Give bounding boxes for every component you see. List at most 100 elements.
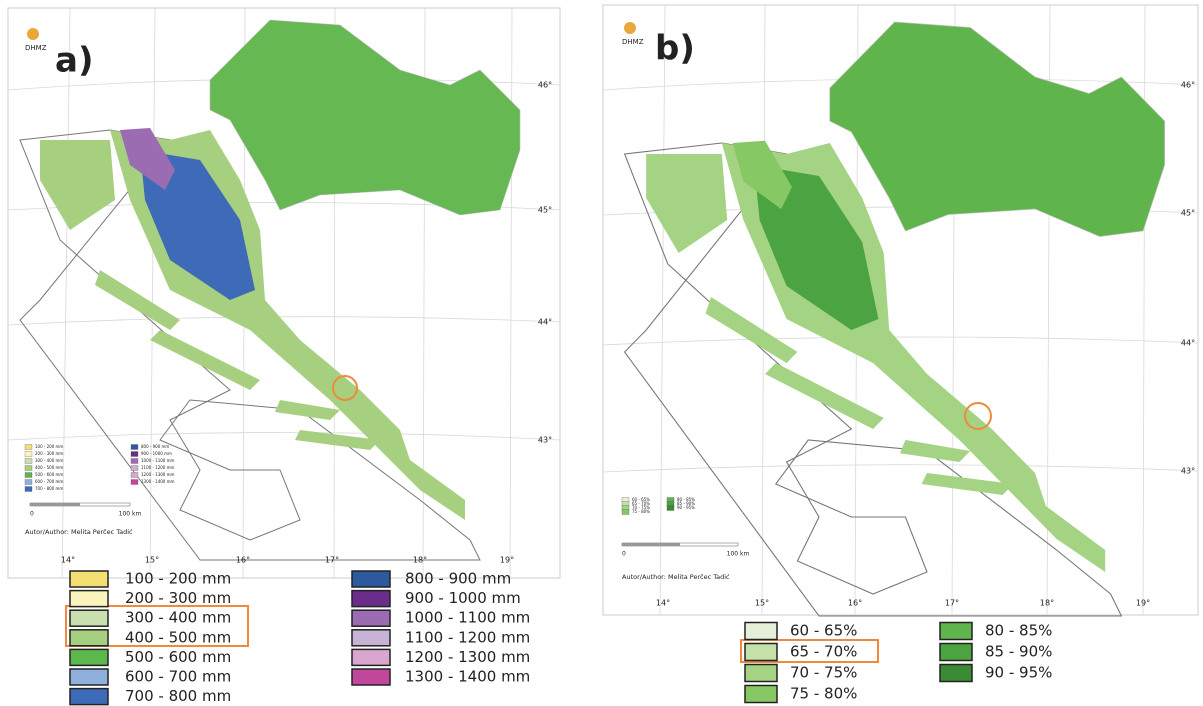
latitude-label: 44°: [1181, 339, 1195, 348]
latitude-label: 46°: [1181, 81, 1195, 90]
legend-swatch: [744, 684, 778, 704]
mini-legend-swatch: [130, 444, 139, 450]
author: Autor/Author: Melita Perčec Tadić: [25, 528, 133, 536]
legend-label: 1200 - 1300 mm: [405, 648, 530, 666]
legend-swatch: [69, 648, 109, 667]
scale-label: 100 km: [727, 551, 750, 558]
mini-legend-label: 800 - 900 mm: [141, 444, 169, 449]
logo-icon: [27, 28, 39, 40]
mini-legend-swatch: [666, 505, 675, 511]
legend-label: 75 - 80%: [790, 685, 857, 703]
legend-swatch: [69, 668, 109, 686]
mini-legend-swatch: [130, 451, 139, 457]
mini-legend-swatch: [24, 479, 33, 485]
legend-label: 80 - 85%: [985, 622, 1052, 640]
longitude-label: 15°: [145, 556, 159, 565]
legend-swatch: [939, 642, 973, 662]
legend-swatch: [69, 609, 109, 627]
scale-label: 0: [30, 511, 34, 518]
legend-swatch: [744, 642, 778, 662]
mini-legend-swatch: [24, 486, 33, 492]
panel-a: a) DHMZ 46° 45° 44° 43° 14° 15° 16° 17° 18° 19° 0 100…: [7, 7, 561, 706]
latitude-label: 45°: [538, 206, 552, 215]
author: Autor/Author: Melita Perčec Tadić: [622, 573, 730, 581]
scale-bar-fill: [622, 543, 680, 546]
mini-legend-label: 90 - 95%: [677, 505, 695, 510]
mini-legend-label: 70 - 75%: [632, 505, 650, 510]
logo-text: DHMZ: [25, 44, 47, 52]
longitude-label: 18°: [1040, 599, 1054, 608]
mini-legend-label: 900 - 1000 mm: [141, 451, 172, 456]
mini-legend-label: 300 - 400 mm: [35, 458, 63, 463]
latitude-label: 43°: [538, 436, 552, 445]
legend-swatch: [351, 648, 391, 667]
longitude-label: 17°: [325, 556, 339, 565]
mini-legend-label: 80 - 85%: [677, 497, 695, 502]
longitude-label: 19°: [1136, 599, 1150, 608]
mini-legend-label: 1100 - 1200 mm: [141, 465, 175, 470]
latitude-label: 46°: [538, 81, 552, 90]
longitude-label: 15°: [755, 599, 769, 608]
panel-label: a): [55, 41, 93, 81]
mini-legend-swatch: [24, 451, 33, 457]
legend-label: 800 - 900 mm: [405, 570, 511, 588]
legend-swatch: [69, 589, 109, 608]
mini-legend-label: 700 - 800 mm: [35, 486, 63, 491]
mini-legend-swatch: [24, 458, 33, 464]
mini-legend-swatch: [130, 479, 139, 485]
highlight-box: [740, 639, 879, 663]
scale-label: 0: [622, 551, 626, 558]
legend-label: 100 - 200 mm: [125, 570, 231, 588]
legend-label: 1300 - 1400 mm: [405, 668, 530, 686]
longitude-label: 19°: [500, 556, 514, 565]
legend-swatch: [351, 609, 391, 627]
mini-legend-label: 1000 - 1100 mm: [141, 458, 175, 463]
highlight-circle: [332, 375, 358, 401]
panel-label: b): [655, 29, 695, 69]
legend-swatch: [69, 570, 109, 588]
scale-label: 100 km: [119, 511, 142, 518]
longitude-label: 16°: [848, 599, 862, 608]
mini-legend-label: 65 - 70%: [632, 501, 650, 506]
legend-label: 400 - 500 mm: [125, 628, 231, 646]
latitude-label: 43°: [1181, 467, 1195, 476]
legend-swatch: [939, 621, 973, 641]
longitude-label: 16°: [236, 556, 250, 565]
mini-legend-label: 500 - 600 mm: [35, 472, 63, 477]
panel-b: b) DHMZ 46° 45° 44° 43° 14° 15° 16° 17° 18° 19° 0 100…: [602, 4, 1199, 704]
mini-legend-label: 1300 - 1400 mm: [141, 479, 175, 484]
legend-label: 700 - 800 mm: [125, 687, 231, 705]
mini-legend-label: 1200 - 1300 mm: [141, 472, 175, 477]
mini-legend-label: 60 - 65%: [632, 497, 650, 502]
legend-label: 1000 - 1100 mm: [405, 609, 530, 627]
legend-label: 300 - 400 mm: [125, 609, 231, 627]
legend-swatch: [351, 570, 391, 588]
mini-legend-label: 100 - 200 mm: [35, 444, 63, 449]
legend-label: 70 - 75%: [790, 664, 857, 682]
mini-legend-swatch: [130, 472, 139, 478]
mini-legend-swatch: [24, 472, 33, 478]
highlight-box: [65, 605, 249, 647]
legend-label: 60 - 65%: [790, 622, 857, 640]
mini-legend-label: 200 - 300 mm: [35, 451, 63, 456]
longitude-label: 14°: [61, 556, 75, 565]
legend-swatch: [351, 668, 391, 686]
legend-swatch: [69, 629, 109, 647]
longitude-label: 14°: [656, 599, 670, 608]
mini-legend-label: 600 - 700 mm: [35, 479, 63, 484]
legend-label: 1100 - 1200 mm: [405, 628, 530, 646]
mini-legend-swatch: [24, 465, 33, 471]
legend-swatch: [939, 663, 973, 683]
longitude-label: 18°: [413, 556, 427, 565]
longitude-label: 17°: [945, 599, 959, 608]
logo-text: DHMZ: [622, 38, 644, 46]
legend-label: 500 - 600 mm: [125, 648, 231, 666]
latitude-label: 44°: [538, 318, 552, 327]
mini-legend-label: 85 - 90%: [677, 501, 695, 506]
mini-legend-label: 75 - 80%: [632, 509, 650, 514]
legend-label: 90 - 95%: [985, 664, 1052, 682]
legend-swatch: [744, 621, 778, 641]
latitude-label: 45°: [1181, 209, 1195, 218]
legend-label: 85 - 90%: [985, 643, 1052, 661]
